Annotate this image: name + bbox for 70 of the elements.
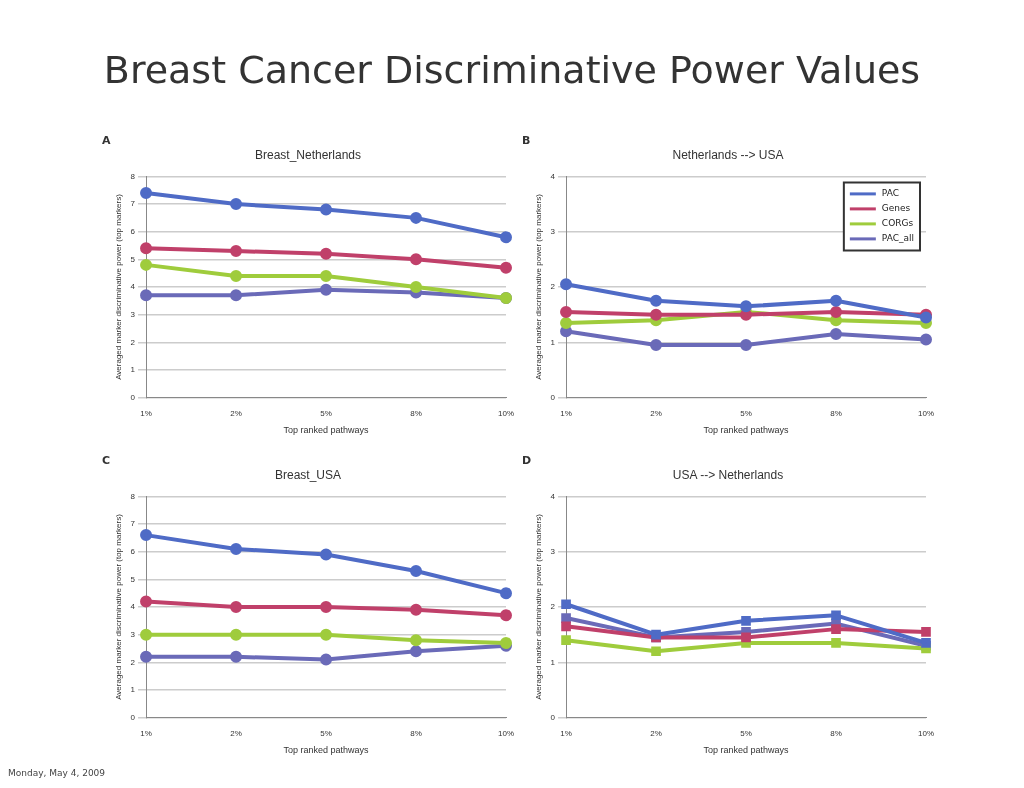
chart-title: Netherlands --> USA (672, 147, 784, 162)
text: B (522, 134, 531, 147)
y-tick-label: 1 (550, 657, 556, 667)
y-axis-title: Averaged marker discriminative power (top markers) (114, 193, 123, 380)
x-tick-label: 8% (410, 408, 422, 418)
y-tick-label: 3 (130, 309, 136, 319)
text: Breast Cancer Discriminative Power Values (102, 48, 922, 92)
x-tick-label: 1% (560, 728, 572, 738)
text: A (102, 134, 111, 147)
legend-label: Genes (881, 203, 911, 214)
y-tick-label: 3 (130, 629, 136, 639)
text: D (522, 454, 532, 467)
x-axis-title: Top ranked pathways (703, 425, 790, 436)
x-tick-label: 1% (140, 728, 152, 738)
legend-label: CORGs (881, 218, 914, 229)
x-tick-label: 8% (830, 728, 842, 738)
y-tick-label: 4 (550, 491, 556, 501)
y-tick-label: 2 (550, 602, 556, 612)
y-tick-label: 2 (130, 657, 136, 667)
y-tick-label: 4 (130, 602, 136, 612)
y-tick-label: 4 (550, 171, 556, 181)
y-tick-label: 1 (130, 365, 136, 375)
y-tick-label: 3 (550, 546, 556, 556)
y-tick-label: 7 (130, 199, 136, 209)
chart-title: Breast_Netherlands (254, 147, 362, 162)
x-tick-label: 2% (230, 728, 242, 738)
legend-label: PAC (881, 188, 899, 199)
x-tick-label: 2% (230, 408, 242, 418)
x-axis-title: Top ranked pathways (703, 745, 790, 756)
y-tick-label: 0 (550, 712, 556, 722)
y-tick-label: 2 (550, 282, 556, 292)
y-tick-label: 5 (130, 574, 136, 584)
chart-title: Breast_USA (274, 467, 342, 482)
y-tick-label: 2 (130, 337, 136, 347)
y-axis-title: Averaged marker discriminative power (top markers) (534, 193, 543, 380)
y-axis-title: Averaged marker discriminative power (top markers) (534, 513, 543, 700)
y-tick-label: 6 (130, 226, 136, 236)
x-tick-label: 8% (830, 408, 842, 418)
y-tick-label: 8 (130, 491, 136, 501)
y-tick-label: 8 (130, 171, 136, 181)
x-tick-label: 5% (740, 728, 752, 738)
y-tick-label: 0 (550, 392, 556, 402)
y-tick-label: 3 (550, 226, 556, 236)
x-tick-label: 2% (650, 728, 662, 738)
x-tick-label: 10% (497, 728, 515, 738)
x-tick-label: 8% (410, 728, 422, 738)
y-tick-label: 0 (130, 712, 136, 722)
x-axis-title: Top ranked pathways (283, 425, 370, 436)
x-axis-title: Top ranked pathways (283, 745, 370, 756)
x-tick-label: 2% (650, 408, 662, 418)
x-tick-label: 5% (740, 408, 752, 418)
y-tick-label: 6 (130, 546, 136, 556)
x-tick-label: 10% (917, 728, 935, 738)
y-tick-label: 1 (550, 337, 556, 347)
text: C (102, 454, 111, 467)
text: Monday, May 4, 2009 (8, 768, 106, 778)
x-tick-label: 1% (140, 408, 152, 418)
y-axis-title: Averaged marker discriminative power (top markers) (114, 513, 123, 700)
y-tick-label: 5 (130, 254, 136, 264)
x-tick-label: 5% (320, 408, 332, 418)
chart-title: USA --> Netherlands (672, 467, 784, 482)
y-tick-label: 1 (130, 685, 136, 695)
y-tick-label: 0 (130, 392, 136, 402)
x-tick-label: 10% (497, 408, 515, 418)
x-tick-label: 10% (917, 408, 935, 418)
y-tick-label: 7 (130, 519, 136, 529)
x-tick-label: 1% (560, 408, 572, 418)
x-tick-label: 5% (320, 728, 332, 738)
legend-label: PAC_all (881, 233, 915, 244)
y-tick-label: 4 (130, 282, 136, 292)
